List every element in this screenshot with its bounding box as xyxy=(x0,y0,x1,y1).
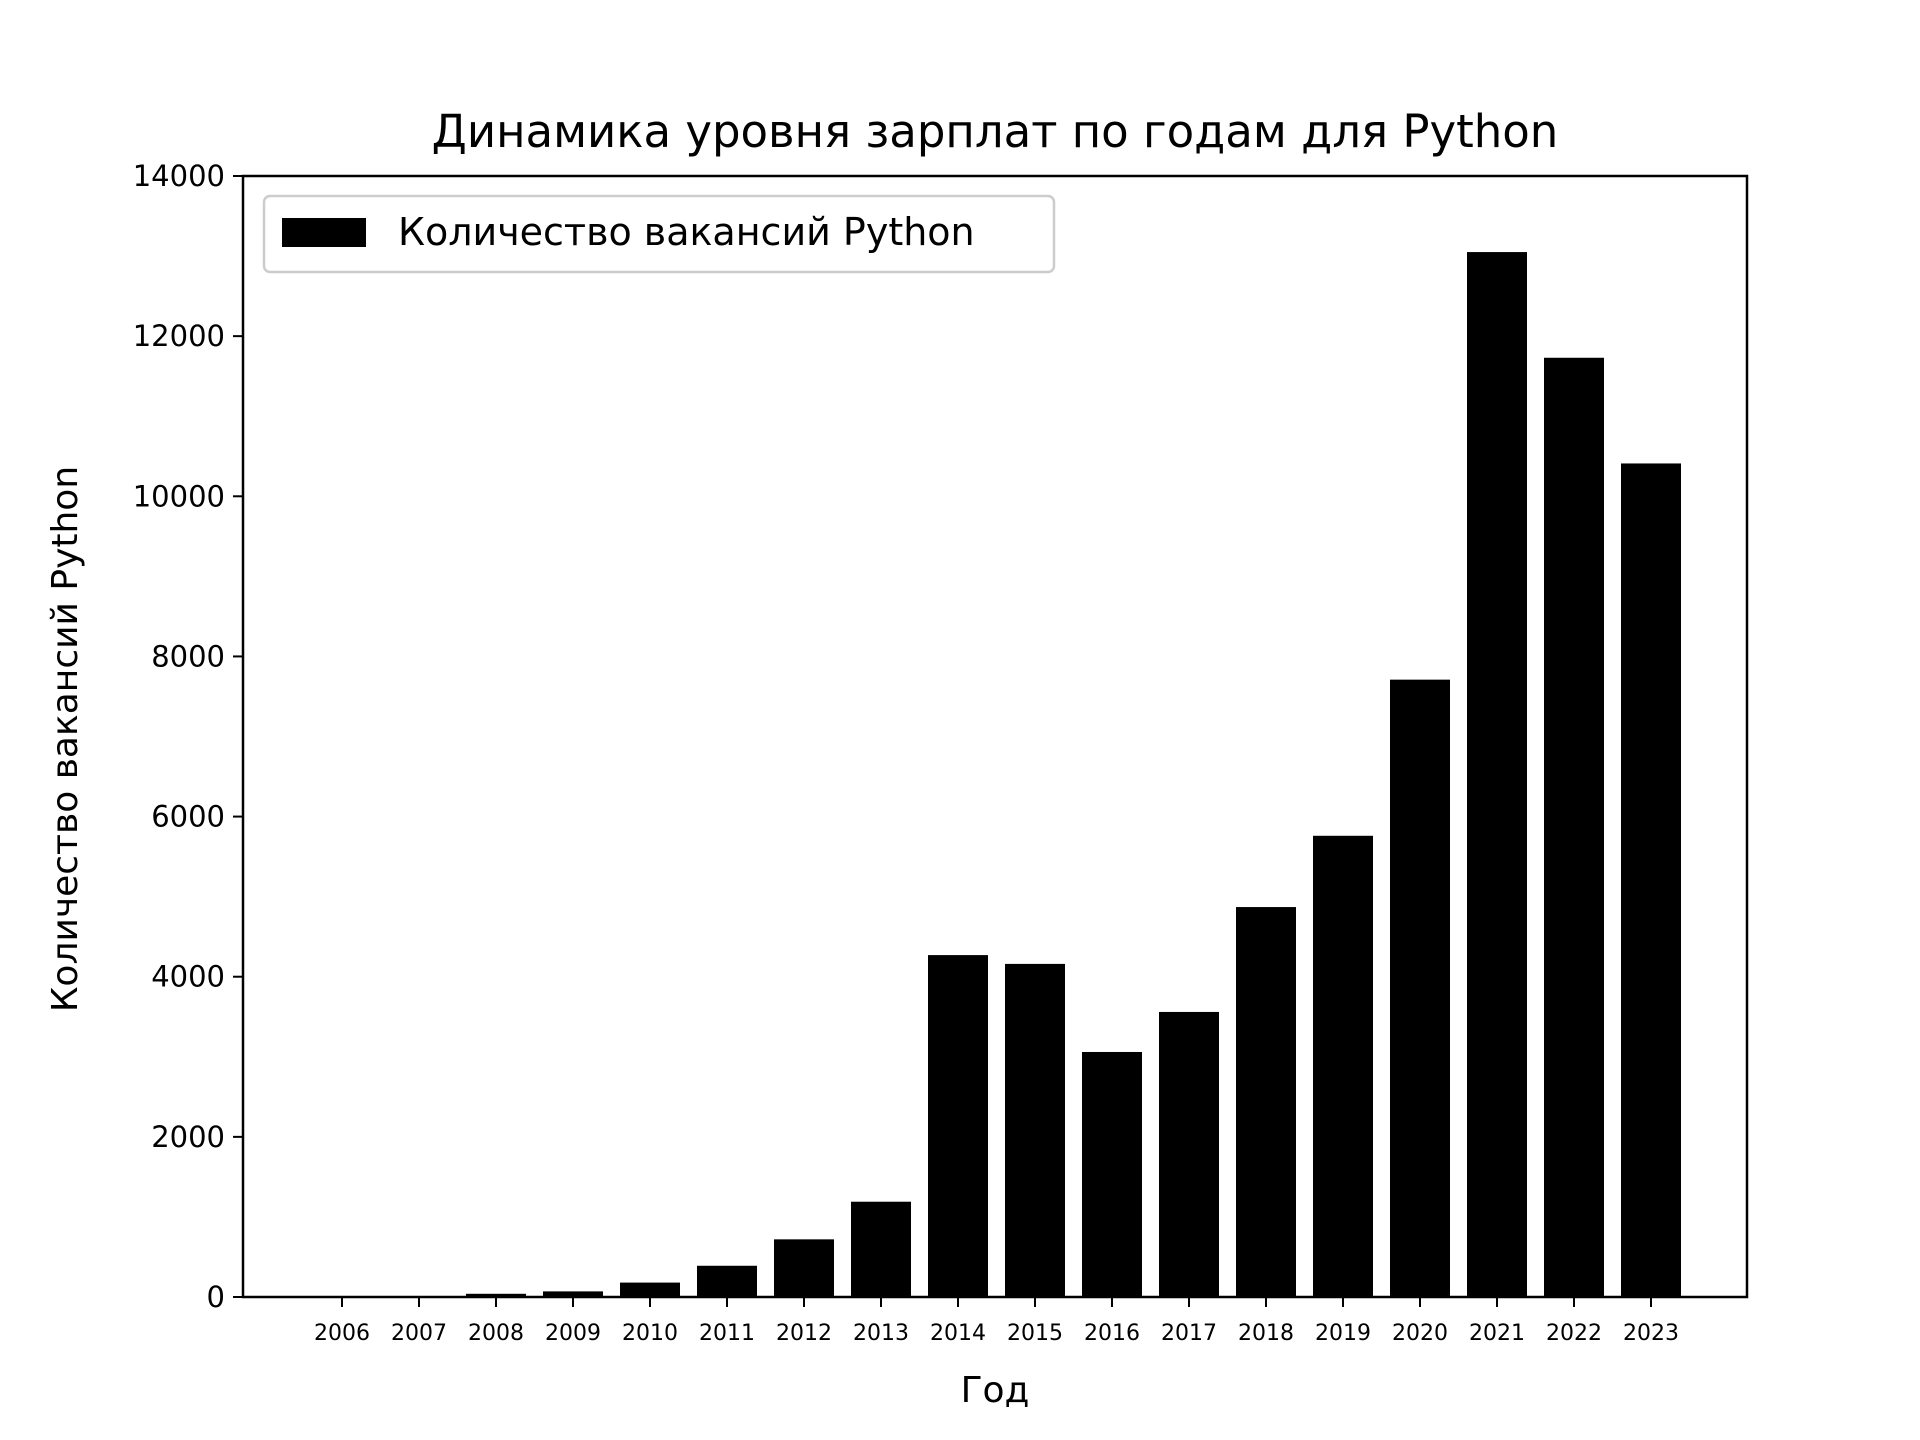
legend-box xyxy=(262,194,1056,274)
bars-group xyxy=(312,252,1681,1297)
x-tick-label: 2007 xyxy=(391,1321,447,1346)
bar-2018 xyxy=(1236,907,1296,1297)
bar-2012 xyxy=(774,1239,834,1297)
x-tick-label: 2009 xyxy=(545,1321,601,1346)
x-tick-label: 2015 xyxy=(1007,1321,1063,1346)
bar-2010 xyxy=(620,1282,680,1297)
x-tick-label: 2022 xyxy=(1546,1321,1602,1346)
y-tick-label: 6000 xyxy=(151,800,225,834)
bar-2019 xyxy=(1313,835,1373,1297)
legend: Количество вакансий Python xyxy=(262,194,1056,274)
bar-2023 xyxy=(1621,463,1681,1297)
y-axis-label: Количество вакансий Python xyxy=(45,466,86,1012)
x-tick-label: 2017 xyxy=(1161,1321,1217,1346)
x-tick-label: 2006 xyxy=(314,1321,370,1346)
y-tick-label: 8000 xyxy=(151,639,225,673)
x-tick-label: 2011 xyxy=(699,1321,755,1346)
legend-label: Количество вакансий Python xyxy=(398,210,975,254)
bar-2009 xyxy=(543,1291,603,1297)
x-tick-label: 2010 xyxy=(622,1321,678,1346)
bar-2014 xyxy=(928,955,988,1297)
bar-2013 xyxy=(851,1201,911,1297)
bar-2008 xyxy=(466,1293,526,1297)
bar-2011 xyxy=(697,1265,757,1297)
y-tick-label: 10000 xyxy=(133,479,225,513)
bar-2016 xyxy=(1082,1051,1142,1297)
plot-frame xyxy=(241,174,1749,1299)
y-tick-label: 12000 xyxy=(133,319,225,353)
x-tick-label: 2016 xyxy=(1084,1321,1140,1346)
bar-2021 xyxy=(1467,252,1527,1297)
x-tick-label: 2014 xyxy=(930,1321,986,1346)
y-tick-label: 2000 xyxy=(151,1120,225,1154)
bar-2015 xyxy=(1005,963,1065,1297)
x-tick-label: 2012 xyxy=(776,1321,832,1346)
x-tick-label: 2013 xyxy=(853,1321,909,1346)
x-tick-label: 2008 xyxy=(468,1321,524,1346)
x-tick-label: 2019 xyxy=(1315,1321,1371,1346)
y-axis-ticks: 0 2000 4000 6000 8000 10000 12000 14000 xyxy=(133,159,243,1314)
bar-2022 xyxy=(1544,357,1604,1297)
x-tick-label: 2020 xyxy=(1392,1321,1448,1346)
bar-2017 xyxy=(1159,1011,1219,1297)
y-tick-label: 0 xyxy=(207,1280,225,1314)
x-tick-label: 2018 xyxy=(1238,1321,1294,1346)
x-axis-label: Год xyxy=(961,1370,1030,1411)
y-tick-label: 4000 xyxy=(151,960,225,994)
chart-title: Динамика уровня зарплат по годам для Pyt… xyxy=(432,105,1559,158)
x-axis-ticks: 2006 2007 2008 2009 2010 2011 2012 2013 2014 2015… xyxy=(314,1297,1679,1346)
y-tick-label: 14000 xyxy=(133,159,225,193)
x-tick-label: 2021 xyxy=(1469,1321,1525,1346)
bar-2020 xyxy=(1390,679,1450,1297)
legend-swatch xyxy=(282,218,366,247)
x-tick-label: 2023 xyxy=(1623,1321,1679,1346)
